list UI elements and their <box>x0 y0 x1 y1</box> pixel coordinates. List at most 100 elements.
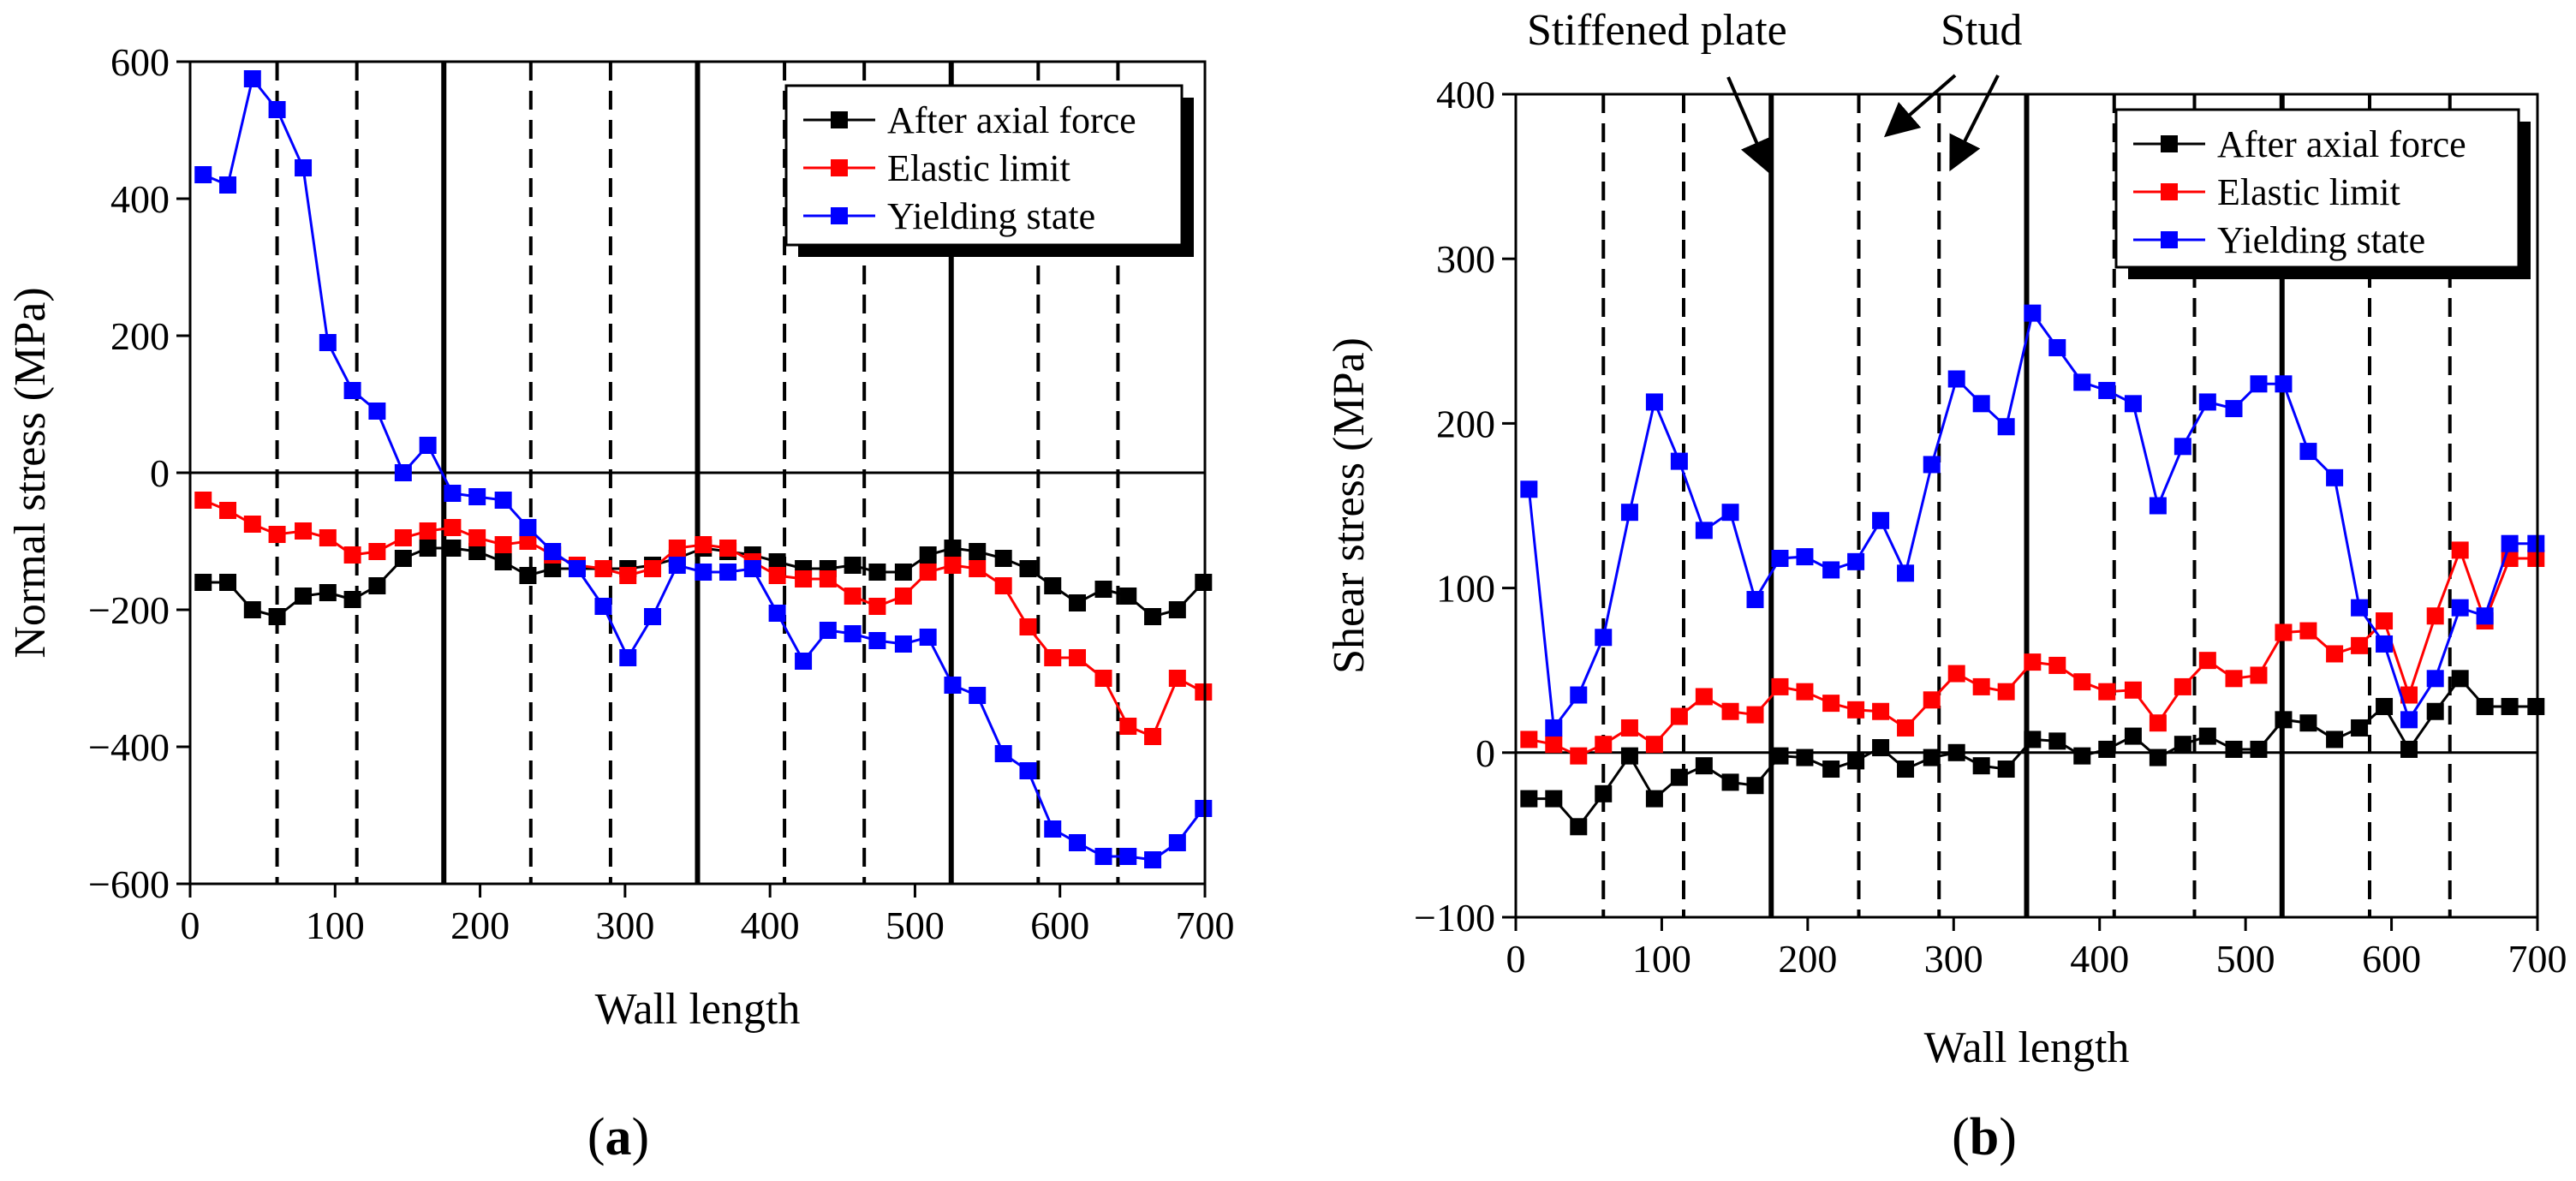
data-point <box>2426 607 2444 625</box>
data-point <box>1822 760 1840 778</box>
data-point <box>1796 548 1814 566</box>
data-point <box>1822 561 1840 579</box>
data-point <box>1168 670 1186 687</box>
data-point <box>394 550 412 567</box>
data-point <box>2198 393 2216 411</box>
y-axis-label: Shear stress (MPa) <box>1325 337 1374 674</box>
data-point <box>1923 691 1941 709</box>
data-point <box>2250 740 2268 758</box>
data-point <box>1721 702 1739 720</box>
data-point <box>1997 418 2015 436</box>
data-point <box>1923 456 1941 474</box>
data-point <box>868 598 886 615</box>
x-tick-label: 200 <box>1778 937 1837 981</box>
x-tick-label: 500 <box>2216 937 2275 981</box>
data-point <box>1520 790 1538 808</box>
data-point <box>2527 697 2545 715</box>
data-point <box>795 570 813 588</box>
data-point <box>343 382 361 399</box>
data-point <box>1847 552 1865 570</box>
data-point <box>1897 719 1915 737</box>
x-tick-label: 600 <box>2362 937 2421 981</box>
annotations: Stiffened plate Stud <box>1527 6 2022 175</box>
data-point <box>1670 452 1688 470</box>
data-point <box>2476 607 2494 625</box>
x-axis-label: Wall length <box>595 985 801 1034</box>
data-point <box>2326 731 2344 749</box>
data-point <box>2073 373 2091 391</box>
y-tick-label: 200 <box>1436 402 1495 445</box>
data-point <box>219 502 237 519</box>
data-point <box>343 546 361 564</box>
data-point <box>1620 719 1638 737</box>
data-point <box>868 564 886 581</box>
data-point <box>2174 438 2191 456</box>
data-point <box>295 588 313 605</box>
data-point <box>2426 702 2444 720</box>
data-point <box>2275 711 2293 729</box>
data-point <box>695 536 713 553</box>
data-point <box>1872 739 1890 757</box>
data-point <box>2124 395 2142 413</box>
data-point <box>1044 820 1062 838</box>
data-point <box>1972 677 1990 695</box>
data-point <box>1195 683 1213 701</box>
data-point <box>2400 686 2418 704</box>
data-point <box>519 533 537 550</box>
data-point <box>1545 736 1563 754</box>
data-point <box>2400 711 2418 729</box>
data-point <box>1972 395 1990 413</box>
data-point <box>1595 736 1613 754</box>
y-tick-label: 400 <box>1436 73 1495 116</box>
y-tick-label: 0 <box>1476 731 1495 775</box>
data-point <box>1695 757 1713 775</box>
x-tick-label: 0 <box>181 904 200 947</box>
data-point <box>1771 677 1789 695</box>
data-point <box>1069 649 1087 666</box>
data-point <box>1645 790 1663 808</box>
arrow-stud-right <box>1949 75 2000 172</box>
data-point <box>1796 749 1814 766</box>
data-point <box>994 745 1012 762</box>
data-point <box>2501 697 2519 715</box>
y-tick-label: −200 <box>88 588 170 632</box>
data-point <box>1670 768 1688 786</box>
data-point <box>2299 714 2317 732</box>
data-point <box>1670 707 1688 725</box>
data-point <box>1119 588 1137 605</box>
data-point <box>1923 749 1941 766</box>
data-point <box>2527 550 2545 568</box>
data-point <box>2250 666 2268 684</box>
x-tick-label: 400 <box>2070 937 2129 981</box>
data-point <box>1144 608 1162 625</box>
data-point <box>969 687 987 704</box>
data-point <box>194 492 212 509</box>
data-point <box>2451 541 2469 559</box>
data-point <box>2376 635 2394 653</box>
data-point <box>268 608 286 625</box>
data-point <box>619 567 637 584</box>
data-point <box>2527 534 2545 552</box>
data-point <box>544 560 562 577</box>
data-point <box>944 540 962 557</box>
data-point <box>1746 591 1764 609</box>
data-point <box>1119 848 1137 865</box>
data-point <box>719 540 737 557</box>
data-point <box>1144 851 1162 868</box>
data-point <box>2326 468 2344 486</box>
data-point <box>2149 749 2167 766</box>
data-point <box>644 560 662 577</box>
data-point <box>2351 719 2369 737</box>
data-point <box>194 166 212 183</box>
data-point <box>2250 375 2268 393</box>
y-axis-label: Normal stress (MPa) <box>6 287 55 658</box>
data-point <box>2451 599 2469 617</box>
data-point <box>243 516 261 533</box>
data-point <box>1570 686 1588 704</box>
y-tick-label: −400 <box>88 725 170 769</box>
y-tick-label: 200 <box>110 314 170 358</box>
data-point <box>1695 522 1713 540</box>
data-point <box>2098 740 2116 758</box>
data-point <box>1019 762 1037 779</box>
data-point <box>2024 731 2042 749</box>
